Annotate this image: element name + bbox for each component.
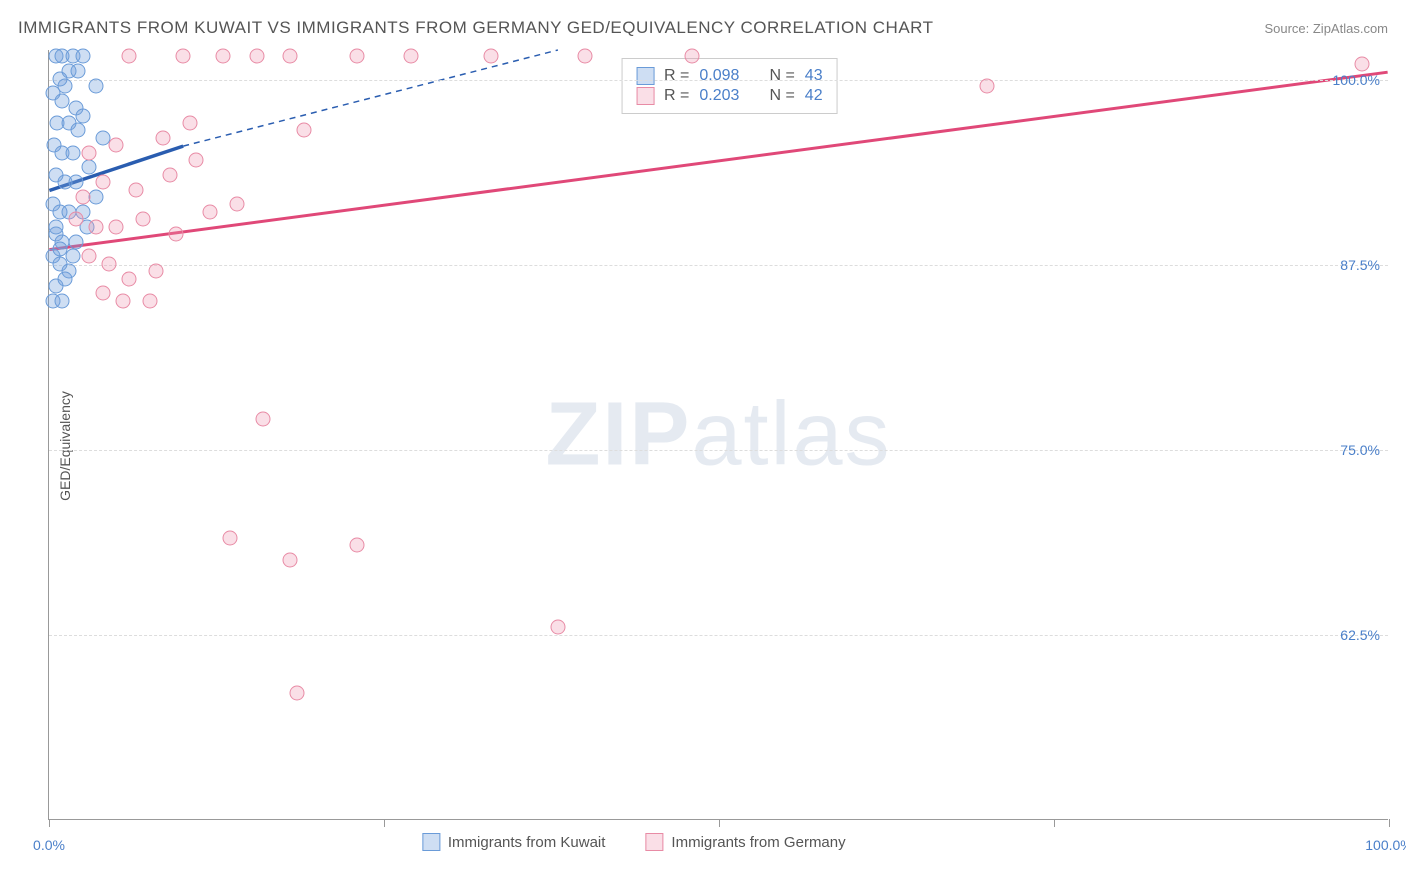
scatter-point [68, 175, 83, 190]
legend-swatch-kuwait [422, 833, 440, 851]
scatter-point [289, 686, 304, 701]
legend-label: Immigrants from Germany [671, 834, 845, 851]
gridline [49, 635, 1388, 636]
scatter-point [82, 160, 97, 175]
source-label: Source: ZipAtlas.com [1264, 21, 1388, 36]
scatter-point [129, 182, 144, 197]
scatter-point [685, 49, 700, 64]
scatter-point [66, 249, 81, 264]
scatter-point [82, 145, 97, 160]
legend-label: Immigrants from Kuwait [448, 834, 606, 851]
legend-n-value: 43 [805, 67, 823, 85]
scatter-point [176, 49, 191, 64]
legend-row-germany: R = 0.203 N = 42 [636, 87, 823, 105]
legend-r-value: 0.098 [699, 67, 739, 85]
gridline [49, 265, 1388, 266]
scatter-point [75, 108, 90, 123]
scatter-point [55, 93, 70, 108]
legend-n-label: N = [769, 87, 794, 105]
x-tick [1054, 819, 1055, 827]
y-tick-label: 87.5% [1340, 257, 1380, 273]
scatter-point [82, 249, 97, 264]
scatter-point [55, 293, 70, 308]
scatter-point [256, 412, 271, 427]
y-tick-label: 75.0% [1340, 442, 1380, 458]
scatter-point [155, 130, 170, 145]
scatter-point [162, 167, 177, 182]
legend-n-value: 42 [805, 87, 823, 105]
scatter-point [95, 286, 110, 301]
scatter-point [102, 256, 117, 271]
watermark: ZIPatlas [545, 383, 891, 486]
scatter-point [71, 64, 86, 79]
chart-title: IMMIGRANTS FROM KUWAIT VS IMMIGRANTS FRO… [18, 18, 934, 38]
x-tick [49, 819, 50, 827]
scatter-point [202, 204, 217, 219]
correlation-legend: R = 0.098 N = 43 R = 0.203 N = 42 [621, 58, 838, 114]
scatter-point [403, 49, 418, 64]
y-tick-label: 62.5% [1340, 627, 1380, 643]
scatter-point [68, 212, 83, 227]
scatter-point [88, 190, 103, 205]
scatter-point [109, 219, 124, 234]
scatter-point [75, 190, 90, 205]
scatter-point [88, 79, 103, 94]
scatter-point [95, 175, 110, 190]
scatter-point [66, 145, 81, 160]
scatter-point [578, 49, 593, 64]
scatter-point [169, 227, 184, 242]
y-tick-label: 100.0% [1333, 72, 1380, 88]
scatter-point [68, 234, 83, 249]
scatter-point [283, 49, 298, 64]
gridline [49, 80, 1388, 81]
scatter-point [122, 271, 137, 286]
scatter-point [135, 212, 150, 227]
x-tick [1389, 819, 1390, 827]
legend-item-kuwait: Immigrants from Kuwait [422, 833, 606, 851]
legend-row-kuwait: R = 0.098 N = 43 [636, 67, 823, 85]
scatter-point [142, 293, 157, 308]
scatter-point [350, 538, 365, 553]
x-tick-label: 100.0% [1365, 837, 1406, 853]
scatter-point [283, 552, 298, 567]
x-tick-label: 0.0% [33, 837, 65, 853]
scatter-point [109, 138, 124, 153]
series-legend: Immigrants from Kuwait Immigrants from G… [422, 833, 846, 851]
legend-r-value: 0.203 [699, 87, 739, 105]
gridline [49, 450, 1388, 451]
legend-n-label: N = [769, 67, 794, 85]
scatter-point [1355, 56, 1370, 71]
scatter-point [229, 197, 244, 212]
legend-r-label: R = [664, 67, 689, 85]
scatter-plot: ZIPatlas R = 0.098 N = 43 R = 0.203 N = … [48, 50, 1388, 820]
scatter-point [484, 49, 499, 64]
scatter-point [58, 271, 73, 286]
scatter-point [189, 153, 204, 168]
legend-swatch-kuwait [636, 67, 654, 85]
scatter-point [75, 49, 90, 64]
scatter-point [48, 219, 63, 234]
scatter-point [350, 49, 365, 64]
x-tick [719, 819, 720, 827]
legend-r-label: R = [664, 87, 689, 105]
scatter-point [249, 49, 264, 64]
legend-swatch-germany [645, 833, 663, 851]
x-tick [384, 819, 385, 827]
legend-item-germany: Immigrants from Germany [645, 833, 845, 851]
scatter-point [71, 123, 86, 138]
regression-lines [49, 50, 1388, 819]
scatter-point [88, 219, 103, 234]
legend-swatch-germany [636, 87, 654, 105]
scatter-point [222, 530, 237, 545]
scatter-point [980, 79, 995, 94]
scatter-point [122, 49, 137, 64]
scatter-point [296, 123, 311, 138]
scatter-point [52, 71, 67, 86]
scatter-point [149, 264, 164, 279]
scatter-point [216, 49, 231, 64]
scatter-point [115, 293, 130, 308]
scatter-point [551, 619, 566, 634]
scatter-point [182, 116, 197, 131]
